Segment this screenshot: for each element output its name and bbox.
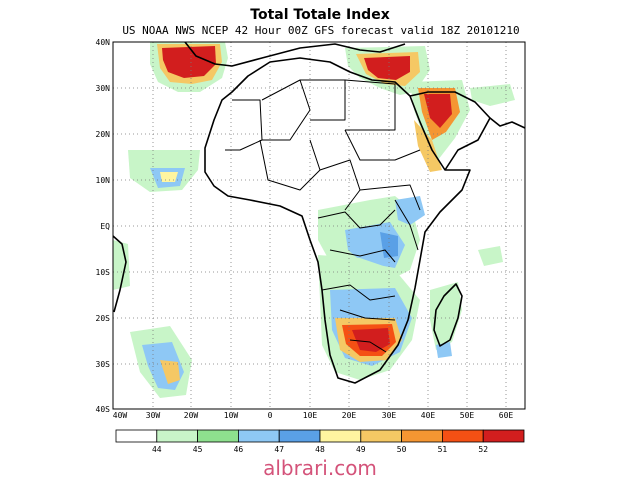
colorbar-label: 44 (152, 445, 162, 454)
lon-label: 10W (224, 411, 239, 420)
index-shading (113, 42, 515, 398)
colorbar-label: 47 (274, 445, 284, 454)
map-gridlines (113, 42, 525, 409)
lon-label: 60E (499, 411, 514, 420)
colorbar-swatch (237, 429, 280, 443)
lon-label: 20W (184, 411, 199, 420)
colorbar-label: 46 (234, 445, 244, 454)
lon-label: 40E (421, 411, 436, 420)
lat-label: 10S (96, 268, 111, 277)
madagascar-coastline (433, 283, 463, 347)
longitude-labels: 40W 30W 20W 10W 0 10E 20E 30E 40E 50E 60… (113, 411, 514, 420)
country-borders (225, 79, 421, 353)
latitude-labels: 40N 30N 20N 10N EQ 10S 20S 30S 40S (96, 38, 111, 414)
asia-coastline (489, 117, 526, 129)
map-frame (112, 41, 526, 410)
lon-label: 40W (113, 411, 128, 420)
colorbar-swatch (115, 429, 158, 443)
lat-label: 30N (96, 84, 111, 93)
lon-label: 0 (268, 411, 273, 420)
colorbar-swatch (156, 429, 199, 443)
lat-label: 40S (96, 405, 111, 414)
map-title: Total Totale Index (250, 7, 390, 23)
colorbar-swatch (482, 429, 525, 443)
coastlines (112, 41, 526, 384)
arabia-coastline (409, 91, 491, 171)
colorbar-label: 51 (438, 445, 448, 454)
colorbar-swatch (278, 429, 321, 443)
south-america-coastline (112, 235, 127, 313)
africa-coastline (204, 57, 471, 384)
lat-label: EQ (100, 222, 110, 231)
colorbar-swatch (197, 429, 239, 443)
lon-label: 50E (460, 411, 475, 420)
colorbar: 44 45 46 47 48 49 50 51 52 (115, 429, 525, 454)
watermark-text: albrari.com (263, 456, 377, 480)
colorbar-swatch (319, 429, 362, 443)
colorbar-swatch (401, 429, 443, 443)
map-plot-area (112, 41, 526, 410)
colorbar-label: 48 (315, 445, 325, 454)
colorbar-label: 49 (356, 445, 366, 454)
lat-label: 10N (96, 176, 111, 185)
lat-label: 20S (96, 314, 111, 323)
europe-coastline (184, 41, 406, 67)
colorbar-label: 45 (193, 445, 203, 454)
map-subtitle: US NOAA NWS NCEP 42 Hour 00Z GFS forecas… (122, 24, 520, 37)
lon-label: 20E (342, 411, 357, 420)
colorbar-swatch (441, 429, 484, 443)
lon-label: 30E (382, 411, 397, 420)
lon-label: 10E (303, 411, 318, 420)
lat-label: 40N (96, 38, 111, 47)
lat-label: 30S (96, 360, 111, 369)
colorbar-swatch (360, 429, 402, 443)
lat-label: 20N (96, 130, 111, 139)
colorbar-label: 50 (397, 445, 407, 454)
lon-label: 30W (146, 411, 161, 420)
colorbar-label: 52 (478, 445, 488, 454)
